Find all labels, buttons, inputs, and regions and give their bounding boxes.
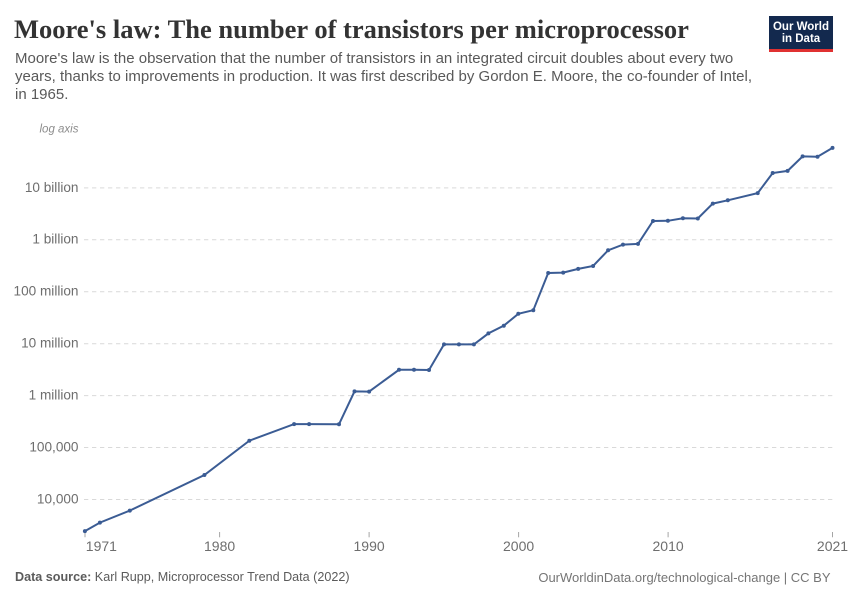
svg-text:2021: 2021 [817, 538, 848, 554]
svg-text:100 million: 100 million [14, 284, 79, 299]
svg-text:1990: 1990 [354, 538, 385, 554]
svg-text:1971: 1971 [86, 538, 117, 554]
svg-text:2000: 2000 [503, 538, 534, 554]
svg-text:10,000: 10,000 [37, 491, 79, 506]
svg-text:100,000: 100,000 [29, 439, 79, 454]
svg-text:10 billion: 10 billion [25, 180, 79, 195]
svg-text:10 million: 10 million [21, 336, 78, 351]
svg-text:2010: 2010 [653, 538, 684, 554]
svg-text:1980: 1980 [204, 538, 235, 554]
svg-text:1 million: 1 million [29, 387, 79, 402]
svg-text:1 billion: 1 billion [32, 232, 78, 247]
svg-text:log axis: log axis [40, 124, 79, 136]
